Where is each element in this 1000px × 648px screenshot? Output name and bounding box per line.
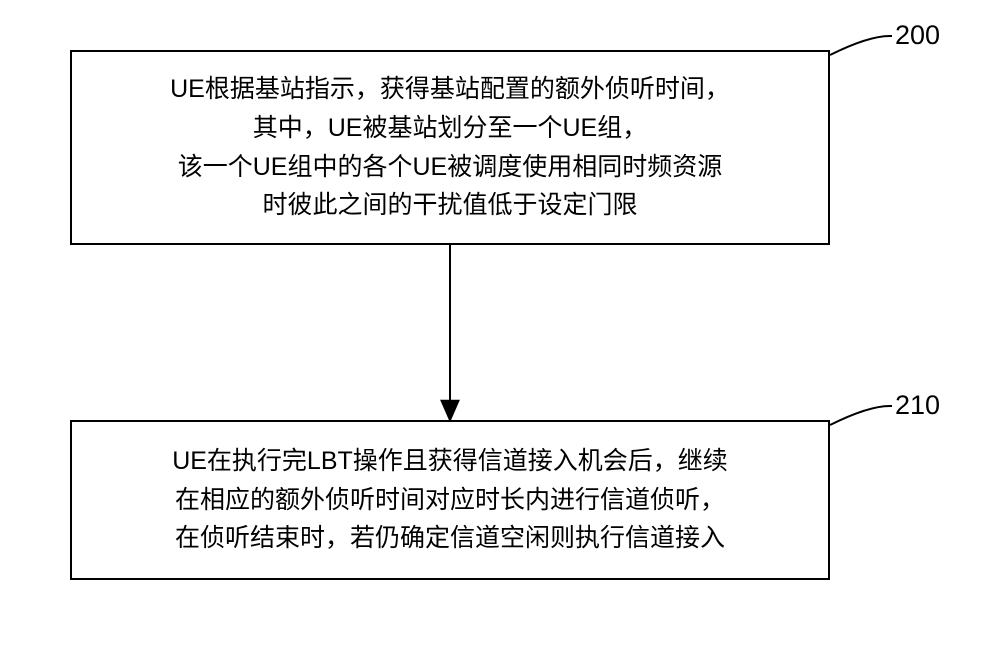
flow-step-200: UE根据基站指示，获得基站配置的额外侦听时间， 其中，UE被基站划分至一个UE组… xyxy=(70,50,830,245)
flow-step-210: UE在执行完LBT操作且获得信道接入机会后，继续 在相应的额外侦听时间对应时长内… xyxy=(70,420,830,580)
flow-label-210: 210 xyxy=(895,390,940,421)
flow-step-200-text: UE根据基站指示，获得基站配置的额外侦听时间， 其中，UE被基站划分至一个UE组… xyxy=(170,70,730,225)
flow-step-210-text: UE在执行完LBT操作且获得信道接入机会后，继续 在相应的额外侦听时间对应时长内… xyxy=(172,442,728,558)
flow-label-200: 200 xyxy=(895,20,940,51)
